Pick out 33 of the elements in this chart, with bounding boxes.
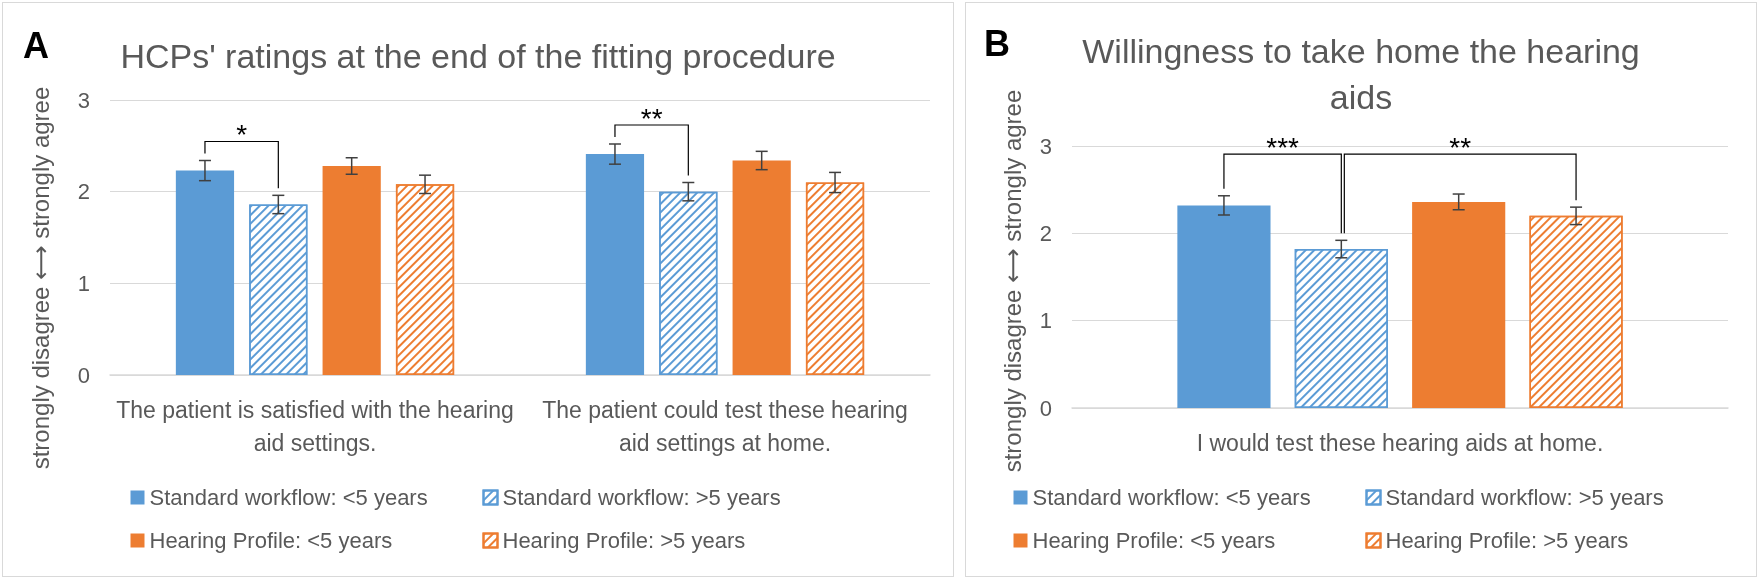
y-tick-label: 3: [1039, 133, 1052, 159]
legend-label: Hearing Profile: <5 years: [1032, 528, 1276, 553]
bar: [175, 170, 235, 375]
y-tick-label: 2: [77, 179, 90, 205]
legend-label: Hearing Profile: <5 years: [149, 528, 393, 553]
bar: [322, 166, 381, 375]
y-tick-label: 3: [77, 87, 90, 113]
y-tick-label: 1: [77, 270, 90, 296]
legend-label: Standard workflow: <5 years: [149, 485, 428, 510]
annotation: **: [640, 102, 663, 134]
legend-label: Standard workflow: >5 years: [502, 485, 781, 510]
annotation: **: [1449, 131, 1472, 163]
legend-label: Hearing Profile: >5 years: [1385, 528, 1629, 553]
x-tick-label: I would test these hearing aids at home.: [1196, 429, 1604, 456]
legend-label: Hearing Profile: >5 years: [502, 528, 746, 553]
legend-label: Standard workflow: <5 years: [1032, 485, 1311, 510]
y-tick-label: 2: [1039, 220, 1052, 246]
chart-title: Willingness to take home the hearing aids: [1082, 32, 1640, 116]
chart-title: HCPs' ratings at the end of the fitting procedure: [120, 37, 836, 75]
text: A: [23, 24, 49, 66]
x-tick-label: The patient is satisfied with the hearing aid settings.: [116, 396, 514, 456]
x-tick-label: The patient could test these hearing aid settings at home.: [542, 396, 908, 456]
y-tick-label: 0: [1039, 395, 1052, 421]
y-tick-label: 1: [1039, 308, 1052, 334]
bar: [732, 160, 791, 375]
annotation: ***: [1266, 131, 1300, 163]
annotation: *: [236, 119, 248, 150]
y-tick-label: 0: [77, 362, 90, 388]
text: B: [984, 22, 1010, 64]
y-axis-title: strongly disagree ⟷ strongly agree: [26, 86, 54, 470]
legend-label: Standard workflow: >5 years: [1385, 485, 1664, 510]
y-axis-title: strongly disagree ⟷ strongly agree: [998, 89, 1026, 473]
bar: [585, 154, 645, 375]
